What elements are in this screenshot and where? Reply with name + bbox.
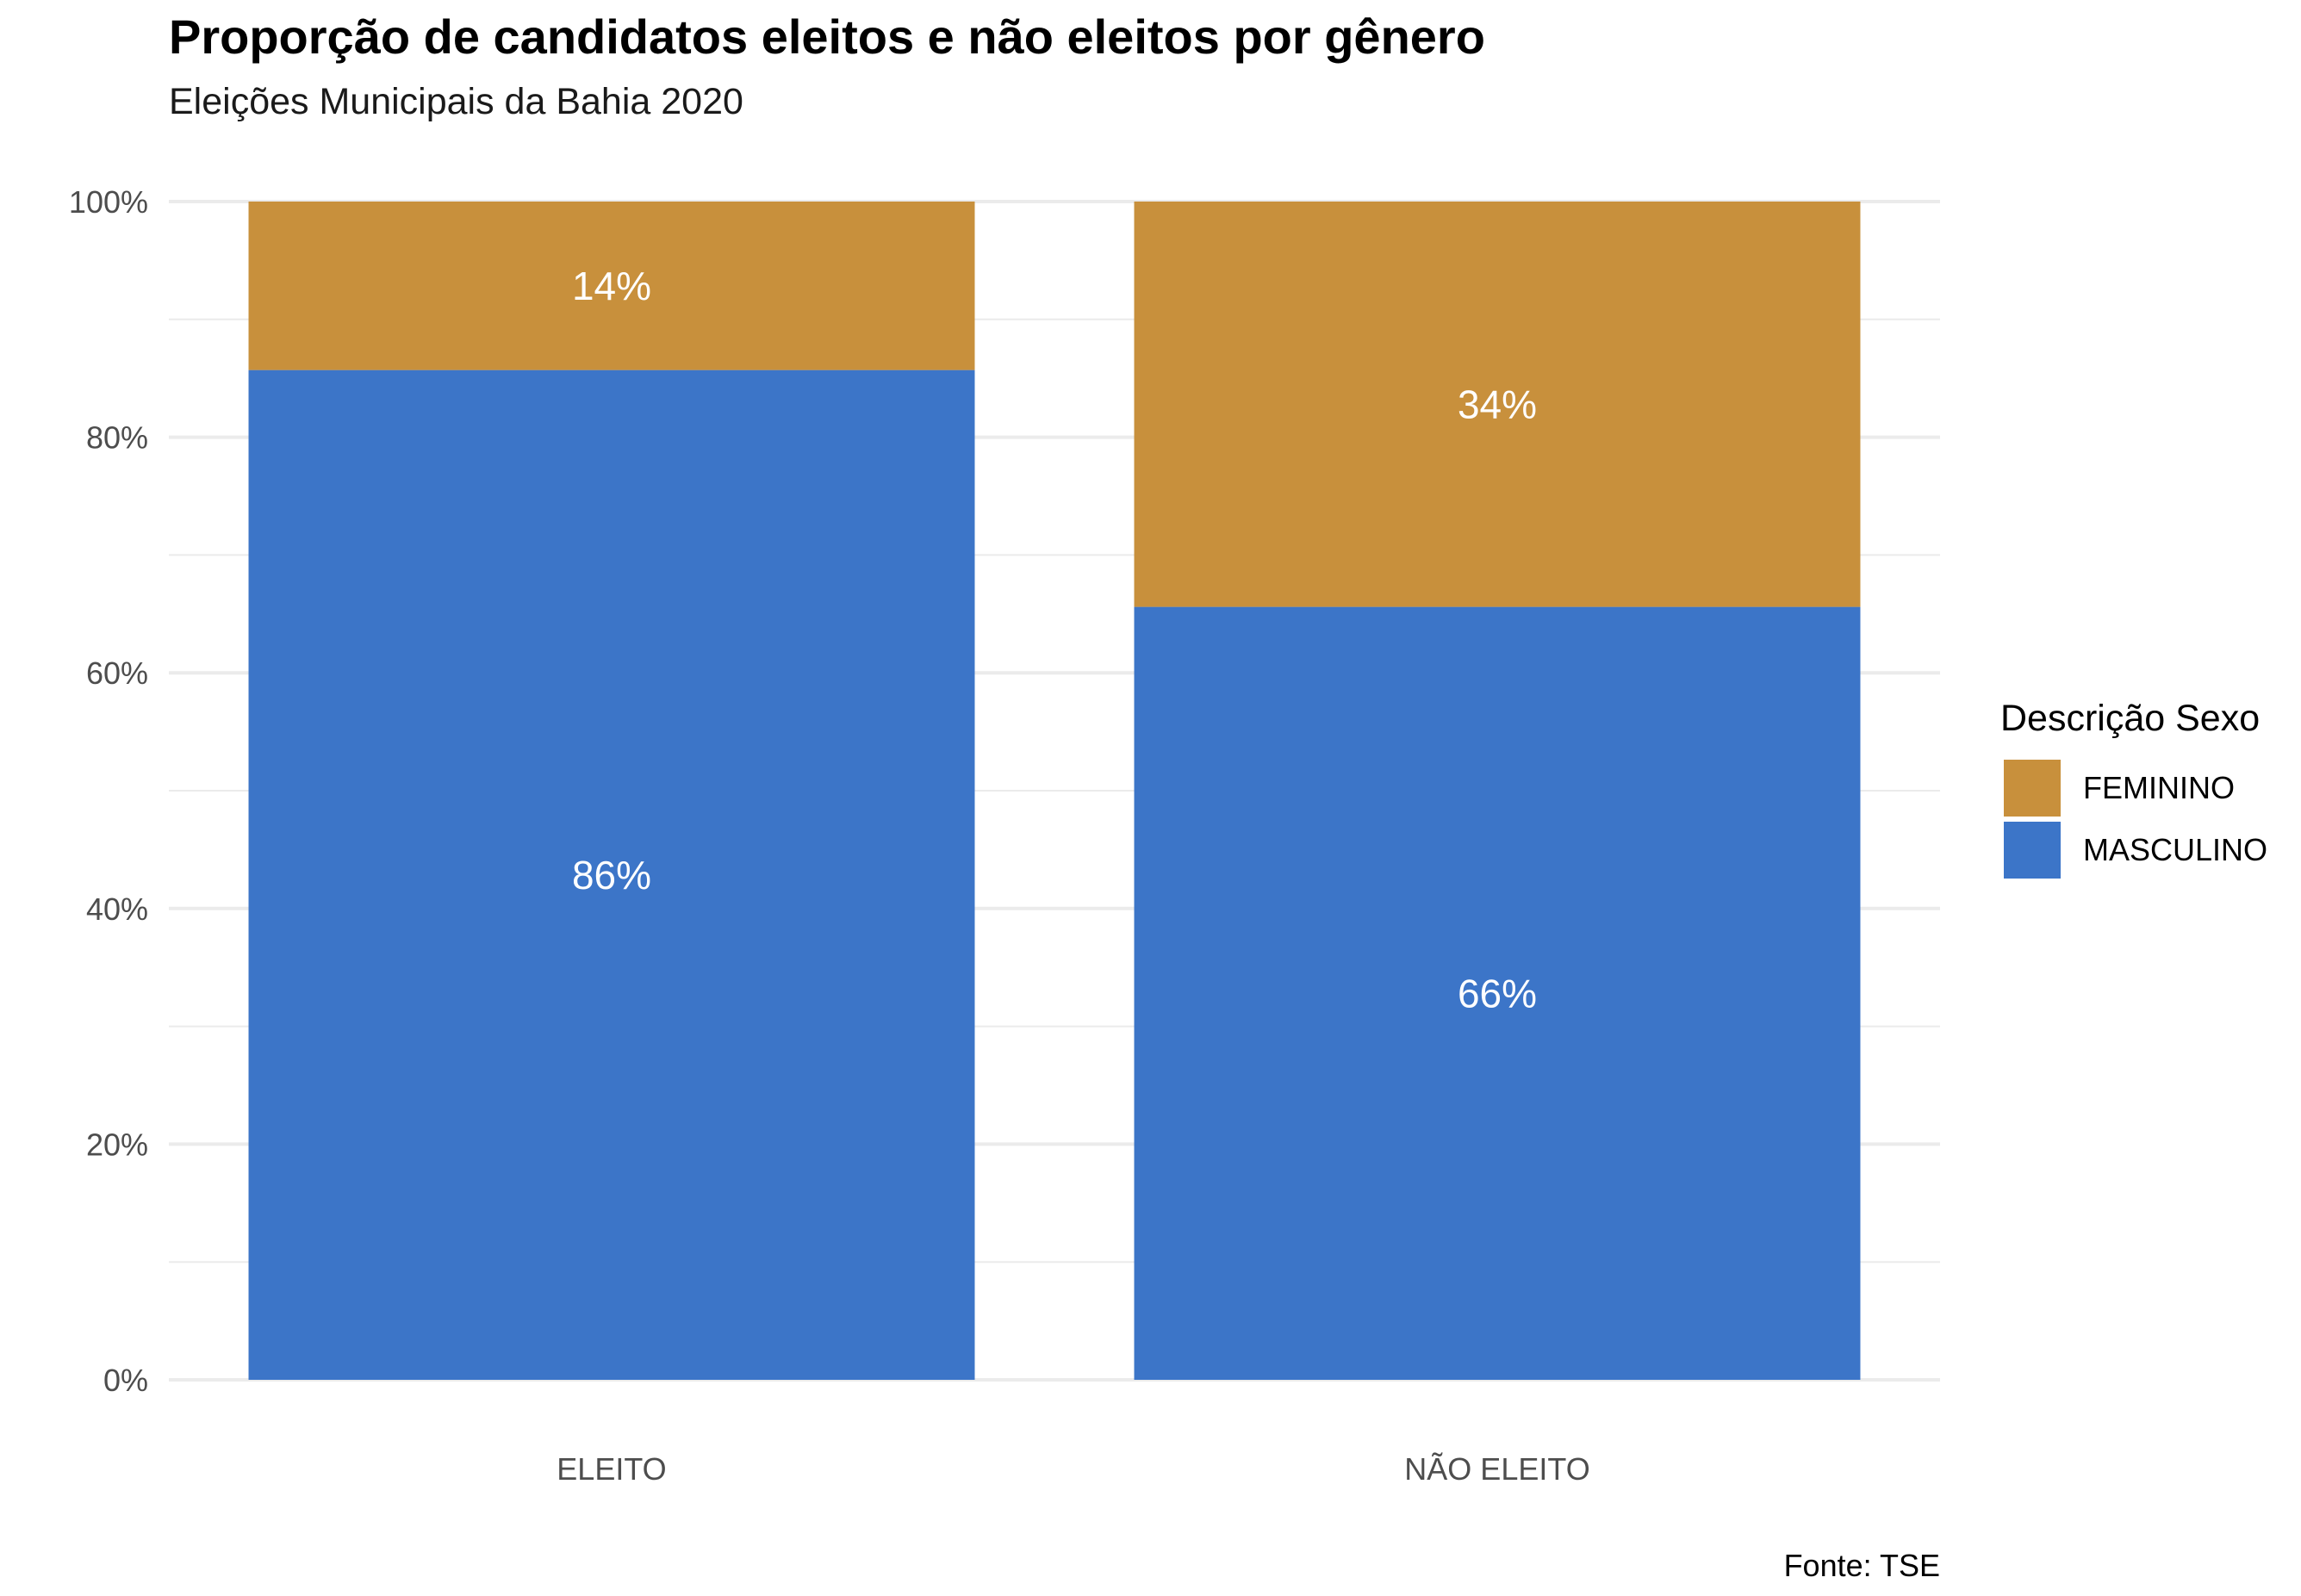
y-tick-label: 20%: [86, 1127, 148, 1162]
chart-title: Proporção de candidatos eleitos e não el…: [169, 9, 1485, 64]
bars: 86% 14% 66% 34%: [248, 202, 1861, 1380]
legend-label-feminino: FEMININO: [2083, 770, 2235, 805]
bar-masculino-0: [248, 370, 975, 1380]
y-axis: 0% 20% 40% 60% 80% 100%: [69, 184, 148, 1398]
chart-caption: Fonte: TSE: [1784, 1548, 1940, 1583]
legend-swatch-masculino: [2004, 822, 2061, 879]
legend-title: Descrição Sexo: [2000, 698, 2260, 739]
legend-label-masculino: MASCULINO: [2083, 832, 2267, 867]
chart-subtitle: Eleições Municipais da Bahia 2020: [169, 81, 743, 122]
x-tick-label: NÃO ELEITO: [1404, 1451, 1589, 1487]
x-axis: ELEITO NÃO ELEITO: [557, 1451, 1589, 1487]
y-tick-label: 60%: [86, 655, 148, 691]
x-tick-label: ELEITO: [557, 1451, 666, 1487]
bar-value-label: 66%: [1458, 971, 1537, 1015]
bar-value-label: 34%: [1458, 382, 1537, 426]
y-tick-label: 80%: [86, 420, 148, 456]
bar-feminino-0: [248, 202, 975, 370]
legend-swatch-feminino: [2004, 760, 2061, 817]
y-tick-label: 40%: [86, 891, 148, 927]
legend: Descrição Sexo FEMININO MASCULINO: [2000, 698, 2267, 879]
y-tick-label: 100%: [69, 184, 148, 220]
bar-masculino-1: [1134, 606, 1861, 1380]
bar-value-label: 14%: [572, 264, 651, 308]
y-tick-label: 0%: [103, 1363, 148, 1398]
bar-value-label: 86%: [572, 853, 651, 897]
bar-feminino-1: [1134, 202, 1861, 607]
